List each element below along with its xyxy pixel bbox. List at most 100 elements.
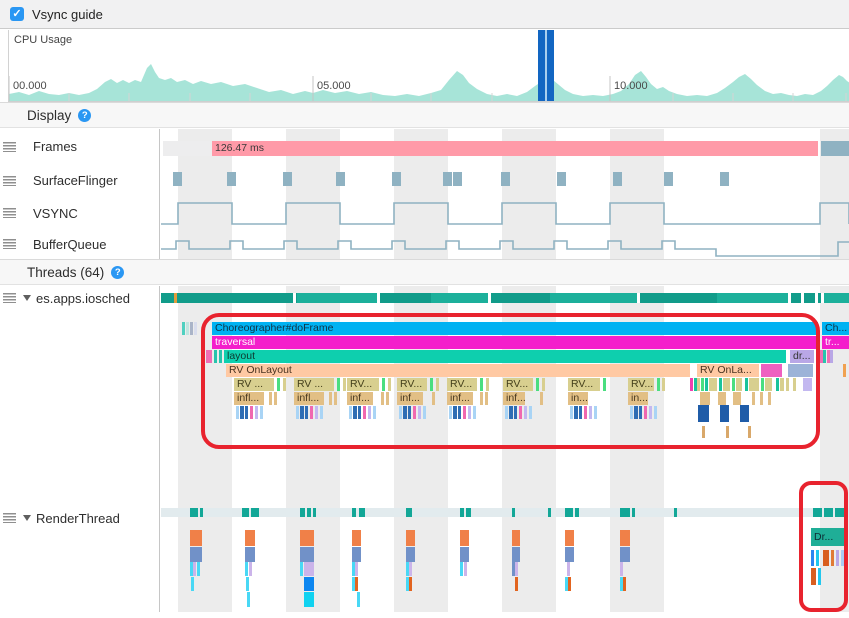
trace-event-tick[interactable] <box>388 378 391 391</box>
trace-event-tick[interactable] <box>542 378 545 391</box>
threads-section-header[interactable]: Threads (64) ? <box>0 259 849 285</box>
surfaceflinger-event[interactable] <box>720 172 729 186</box>
trace-event-tick[interactable] <box>190 322 193 335</box>
trace-event-tick[interactable] <box>760 392 763 405</box>
trace-event-tick[interactable] <box>329 392 332 405</box>
trace-event-inflate[interactable]: infl... <box>234 392 264 405</box>
trace-event-rv-onbind[interactable]: RV... <box>447 378 477 391</box>
surfaceflinger-event[interactable] <box>557 172 566 186</box>
trace-event-micro-bar[interactable] <box>524 406 527 419</box>
trace-event-tick[interactable] <box>694 378 697 391</box>
trace-event-micro-bar[interactable] <box>453 406 457 419</box>
trace-event-tick[interactable] <box>381 392 384 405</box>
trace-event-tick[interactable] <box>718 392 726 405</box>
help-icon[interactable]: ? <box>78 108 92 122</box>
trace-event-syncframestate[interactable] <box>245 547 255 562</box>
trace-event-micro-bar[interactable] <box>449 406 452 419</box>
drag-handle-icon[interactable] <box>3 208 16 218</box>
trace-event-micro-bar[interactable] <box>748 426 751 438</box>
trace-event-syncframestate[interactable] <box>620 547 630 562</box>
trace-event-syncframestate[interactable] <box>565 547 574 562</box>
trace-event-micro-bar[interactable] <box>409 562 412 576</box>
surfaceflinger-event[interactable] <box>227 172 236 186</box>
trace-event-micro-bar[interactable] <box>630 406 633 419</box>
surfaceflinger-event[interactable] <box>453 172 462 186</box>
trace-event-micro-bar[interactable] <box>515 562 518 576</box>
drag-handle-icon[interactable] <box>3 175 16 186</box>
trace-event-micro-bar[interactable] <box>468 406 471 419</box>
trace-event-micro-bar[interactable] <box>240 406 244 419</box>
trace-event-syncframestate[interactable] <box>300 547 314 562</box>
trace-event-micro-bar[interactable] <box>357 592 360 607</box>
vsync-guide-checkbox[interactable]: ✓ <box>10 7 24 21</box>
trace-event-tick[interactable] <box>788 364 813 377</box>
trace-event-tick[interactable] <box>485 392 488 405</box>
trace-event-micro-bar[interactable] <box>197 562 200 576</box>
surfaceflinger-event[interactable] <box>392 172 401 186</box>
trace-event-micro-bar[interactable] <box>310 406 313 419</box>
trace-event-tick[interactable] <box>786 378 789 391</box>
trace-event-micro-bar[interactable] <box>634 406 638 419</box>
track-row-surfaceflinger[interactable]: SurfaceFlinger <box>0 164 159 197</box>
trace-event-micro-bar[interactable] <box>304 577 314 591</box>
trace-event-micro-bar[interactable] <box>473 406 476 419</box>
thread-state-bar-renderthread[interactable] <box>161 508 849 517</box>
trace-event-drawframe[interactable] <box>406 530 415 546</box>
trace-event-micro-bar[interactable] <box>702 426 705 438</box>
trace-event-ch-[interactable]: Ch... <box>822 322 849 335</box>
trace-event-inflate[interactable]: inf... <box>503 392 525 405</box>
trace-event-syncframestate[interactable] <box>406 547 415 562</box>
trace-event-syncframestate[interactable] <box>352 547 361 562</box>
trace-event-micro-bar[interactable] <box>514 406 517 419</box>
trace-event-micro-bar[interactable] <box>579 406 582 419</box>
cpu-usage-track[interactable]: 00.000 05.000 10.000 CPU Usage <box>8 30 849 102</box>
trace-event-micro-bar[interactable] <box>246 577 249 591</box>
trace-event-tick[interactable] <box>182 322 185 335</box>
trace-event-micro-bar[interactable] <box>304 562 314 576</box>
trace-event-micro-bar[interactable] <box>584 406 587 419</box>
trace-event-micro-bar[interactable] <box>305 406 308 419</box>
surfaceflinger-event[interactable] <box>443 172 452 186</box>
track-row-vsync[interactable]: VSYNC <box>0 197 159 229</box>
trace-event-micro-bar[interactable] <box>315 406 318 419</box>
trace-event-rv-onbind[interactable]: RV ... <box>294 378 334 391</box>
trace-event-rv-onlayout[interactable]: RV OnLayout <box>226 364 690 377</box>
trace-event-micro-bar[interactable] <box>193 562 196 576</box>
trace-event-tick[interactable] <box>269 392 272 405</box>
trace-event-micro-bar[interactable] <box>236 406 239 419</box>
trace-event-micro-bar[interactable] <box>623 577 626 591</box>
trace-event-drawframe[interactable] <box>565 530 574 546</box>
trace-event-inflate[interactable]: inf... <box>397 392 423 405</box>
trace-event-micro-bar[interactable] <box>509 406 513 419</box>
trace-event-micro-bar[interactable] <box>515 577 518 591</box>
trace-event-tick[interactable] <box>752 392 755 405</box>
trace-event-micro-bar[interactable] <box>568 577 571 591</box>
trace-event-inflate[interactable]: inf... <box>447 392 473 405</box>
trace-event-inflate[interactable]: infl... <box>294 392 324 405</box>
trace-event-micro-bar[interactable] <box>458 406 461 419</box>
trace-event-tick[interactable] <box>690 378 693 391</box>
track-row-frames[interactable]: Frames <box>0 129 159 164</box>
trace-event-tick[interactable] <box>806 378 809 391</box>
trace-event-micro-bar[interactable] <box>247 592 250 607</box>
trace-event-syncframestate[interactable] <box>190 547 202 562</box>
trace-event-tick[interactable] <box>719 378 722 391</box>
trace-event-micro-bar[interactable] <box>413 406 416 419</box>
trace-event-tick[interactable] <box>283 378 286 391</box>
trace-event-micro-bar[interactable] <box>418 406 421 419</box>
trace-event-drawframe[interactable] <box>245 530 255 546</box>
trace-event-micro-bar[interactable] <box>841 550 844 566</box>
trace-event-micro-bar[interactable] <box>565 577 568 591</box>
trace-event-tick[interactable] <box>480 378 483 391</box>
trace-event-micro-bar[interactable] <box>570 406 573 419</box>
surfaceflinger-event[interactable] <box>283 172 292 186</box>
trace-event-tick[interactable] <box>540 392 543 405</box>
trace-event-tick[interactable] <box>334 392 337 405</box>
trace-event-tick[interactable] <box>337 378 340 391</box>
trace-event-micro-bar[interactable] <box>836 550 839 566</box>
trace-event-micro-bar[interactable] <box>816 550 819 566</box>
trace-event-drawframe[interactable] <box>460 530 469 546</box>
trace-event-micro-bar[interactable] <box>355 562 358 576</box>
trace-event-inflate[interactable]: inf... <box>347 392 373 405</box>
thread-row-renderthread[interactable]: RenderThread <box>0 508 159 528</box>
